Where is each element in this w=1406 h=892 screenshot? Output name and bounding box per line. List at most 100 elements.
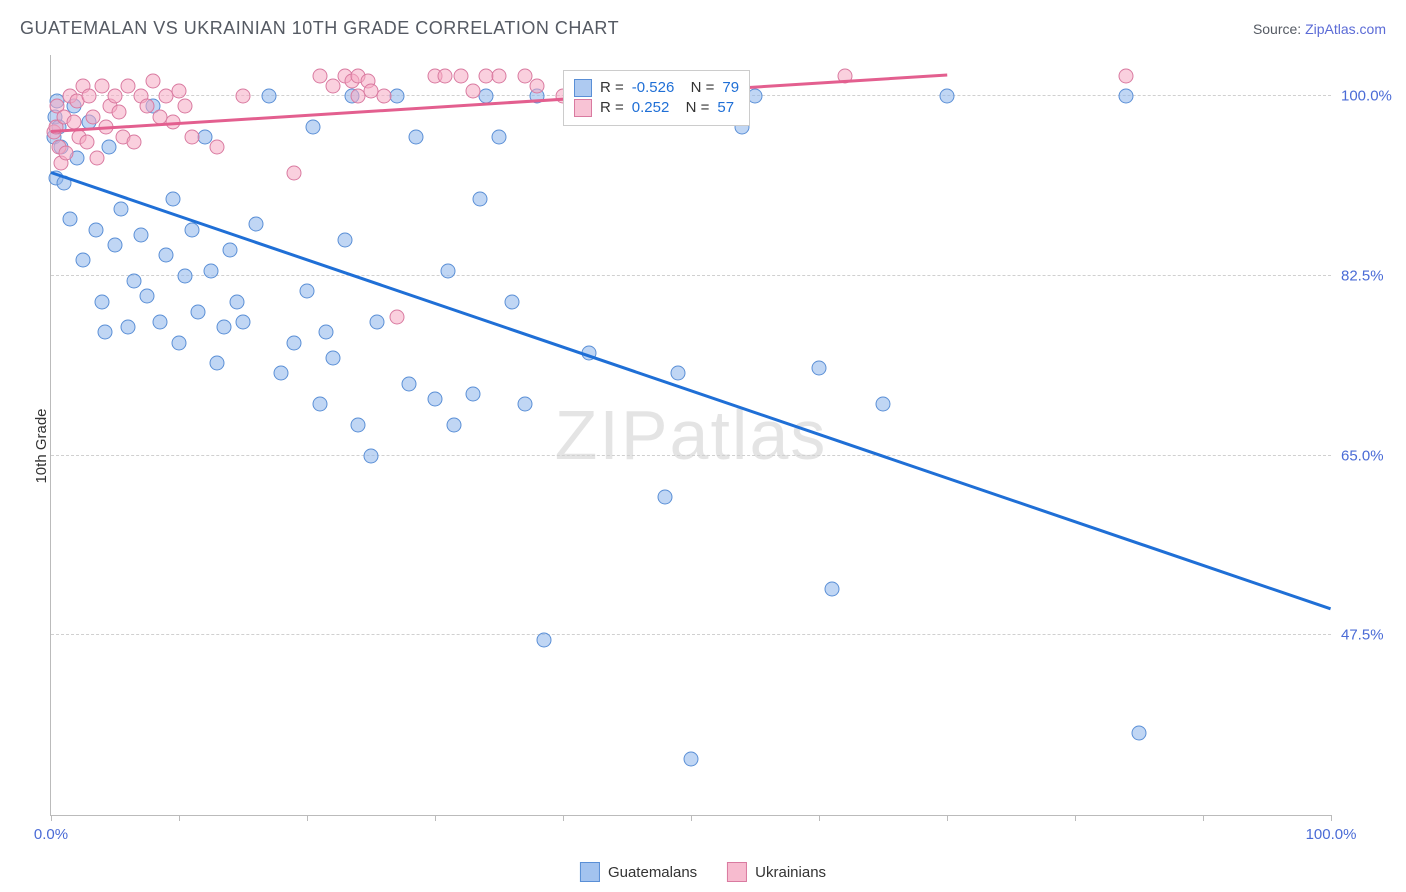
- chart-header: GUATEMALAN VS UKRAINIAN 10TH GRADE CORRE…: [20, 18, 1386, 39]
- data-point: [67, 114, 82, 129]
- data-point: [229, 294, 244, 309]
- watermark: ZIPatlas: [555, 395, 828, 475]
- chart-source: Source: ZipAtlas.com: [1253, 21, 1386, 37]
- data-point: [108, 238, 123, 253]
- data-point: [447, 417, 462, 432]
- data-point: [402, 376, 417, 391]
- data-point: [63, 212, 78, 227]
- data-point: [876, 397, 891, 412]
- data-point: [325, 78, 340, 93]
- data-point: [210, 140, 225, 155]
- data-point: [261, 89, 276, 104]
- legend-label: Ukrainians: [755, 864, 826, 881]
- data-point: [248, 217, 263, 232]
- data-point: [1132, 725, 1147, 740]
- trend-line: [51, 171, 1332, 610]
- data-point: [165, 191, 180, 206]
- x-tick: [563, 815, 564, 821]
- data-point: [466, 83, 481, 98]
- stat-row: R =-0.526 N =79: [574, 79, 739, 97]
- source-label: Source:: [1253, 21, 1301, 37]
- data-point: [364, 448, 379, 463]
- data-point: [120, 78, 135, 93]
- stat-r-label: R =: [600, 99, 624, 116]
- legend-item-guatemalans: Guatemalans: [580, 862, 697, 882]
- data-point: [319, 325, 334, 340]
- y-tick-label: 100.0%: [1341, 88, 1401, 105]
- data-point: [530, 78, 545, 93]
- data-point: [389, 89, 404, 104]
- y-tick-label: 82.5%: [1341, 267, 1401, 284]
- data-point: [287, 335, 302, 350]
- data-point: [79, 135, 94, 150]
- gridline: [51, 634, 1331, 635]
- data-point: [300, 284, 315, 299]
- data-point: [111, 104, 126, 119]
- x-tick: [1075, 815, 1076, 821]
- x-tick: [435, 815, 436, 821]
- legend-swatch-icon: [727, 862, 747, 882]
- data-point: [108, 89, 123, 104]
- data-point: [274, 366, 289, 381]
- stat-row: R =0.252 N =57: [574, 99, 739, 117]
- legend-label: Guatemalans: [608, 864, 697, 881]
- data-point: [127, 135, 142, 150]
- data-point: [658, 489, 673, 504]
- data-point: [191, 304, 206, 319]
- data-point: [172, 335, 187, 350]
- data-point: [812, 361, 827, 376]
- data-point: [536, 633, 551, 648]
- x-tick: [947, 815, 948, 821]
- x-tick: [179, 815, 180, 821]
- stat-n-value: 57: [717, 99, 734, 116]
- data-point: [178, 268, 193, 283]
- data-point: [312, 397, 327, 412]
- data-point: [492, 130, 507, 145]
- data-point: [82, 89, 97, 104]
- data-point: [216, 320, 231, 335]
- data-point: [824, 582, 839, 597]
- data-point: [172, 83, 187, 98]
- y-axis-label: 10th Grade: [33, 408, 50, 483]
- data-point: [492, 68, 507, 83]
- data-point: [370, 315, 385, 330]
- stat-r-label: R =: [600, 79, 624, 96]
- x-tick: [1331, 815, 1332, 821]
- y-tick-label: 47.5%: [1341, 627, 1401, 644]
- data-point: [97, 325, 112, 340]
- data-point: [287, 166, 302, 181]
- data-point: [127, 273, 142, 288]
- y-tick-label: 65.0%: [1341, 447, 1401, 464]
- source-link[interactable]: ZipAtlas.com: [1305, 21, 1386, 37]
- data-point: [472, 191, 487, 206]
- data-point: [684, 751, 699, 766]
- data-point: [440, 263, 455, 278]
- data-point: [133, 227, 148, 242]
- x-tick: [51, 815, 52, 821]
- data-point: [86, 109, 101, 124]
- data-point: [453, 68, 468, 83]
- x-tick: [1203, 815, 1204, 821]
- data-point: [338, 232, 353, 247]
- data-point: [504, 294, 519, 309]
- gridline: [51, 455, 1331, 456]
- data-point: [236, 89, 251, 104]
- data-point: [95, 294, 110, 309]
- data-point: [76, 253, 91, 268]
- chart-title: GUATEMALAN VS UKRAINIAN 10TH GRADE CORRE…: [20, 18, 619, 39]
- data-point: [140, 289, 155, 304]
- data-point: [325, 350, 340, 365]
- correlation-stats-box: R =-0.526 N =79 R =0.252 N =57: [563, 70, 750, 126]
- data-point: [140, 99, 155, 114]
- stat-swatch-icon: [574, 99, 592, 117]
- data-point: [389, 309, 404, 324]
- data-point: [178, 99, 193, 114]
- data-point: [671, 366, 686, 381]
- data-point: [210, 356, 225, 371]
- x-tick: [691, 815, 692, 821]
- data-point: [1119, 68, 1134, 83]
- data-point: [517, 397, 532, 412]
- data-point: [351, 417, 366, 432]
- data-point: [120, 320, 135, 335]
- x-tick: [819, 815, 820, 821]
